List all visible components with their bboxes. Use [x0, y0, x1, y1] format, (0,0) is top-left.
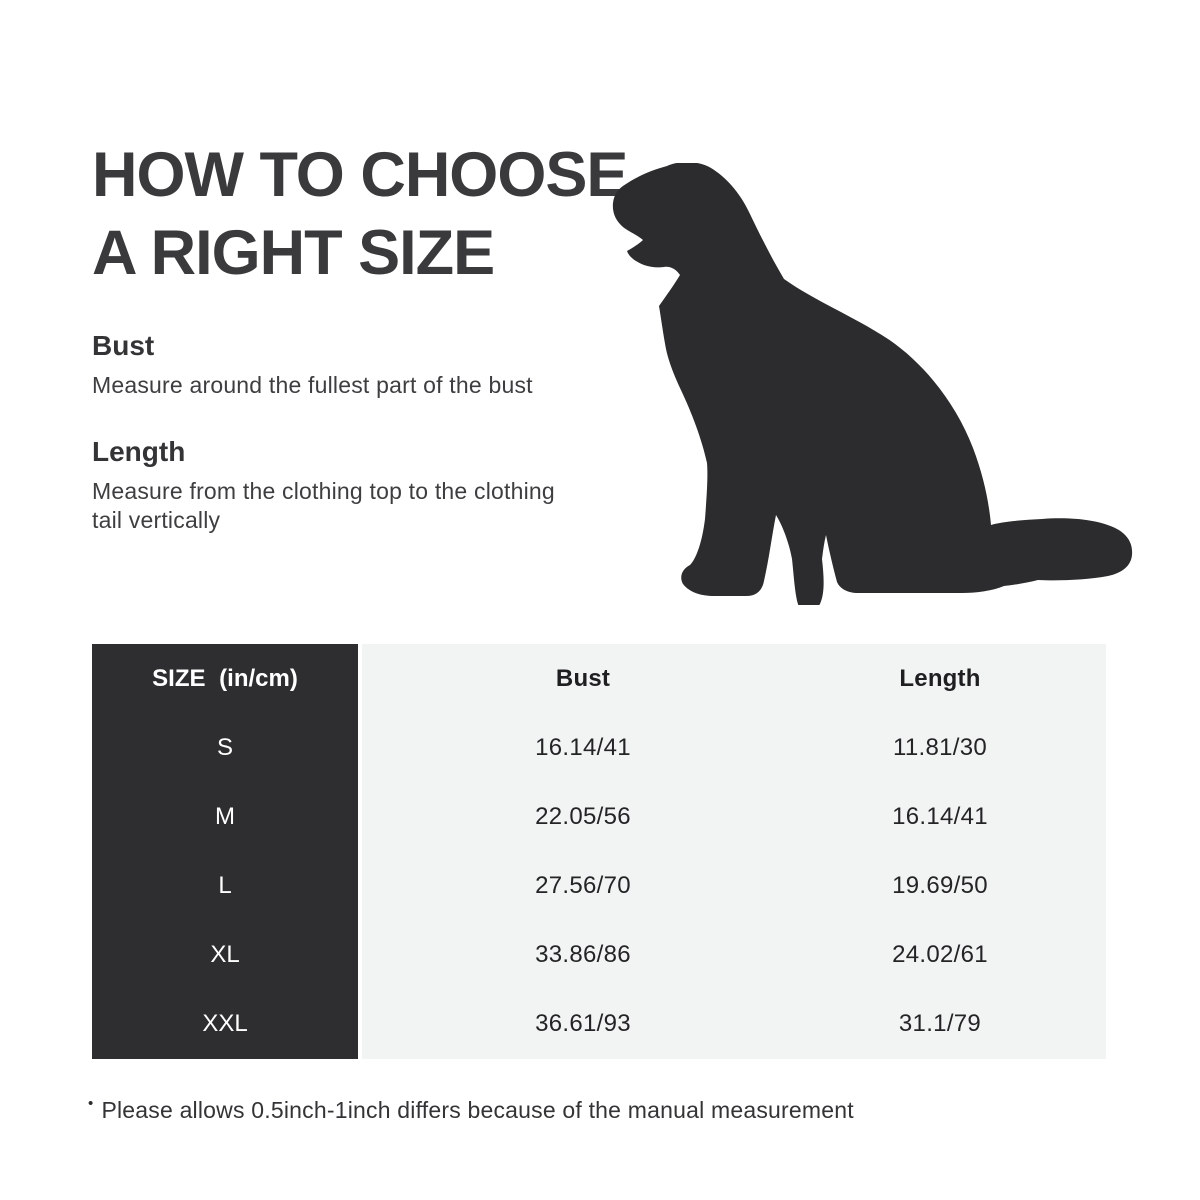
size-cell: S: [92, 713, 362, 783]
size-cell: XXL: [92, 989, 362, 1060]
size-table: SIZE (in/cm) Bust Length S 16.14/41 11.8…: [92, 644, 1106, 1060]
table-row-s: S 16.14/41 11.81/30: [92, 713, 1106, 783]
length-heading: Length: [92, 436, 186, 467]
table-row-l: L 27.56/70 19.69/50: [92, 851, 1106, 921]
page-title: HOW TO CHOOSE A RIGHT SIZE: [92, 136, 628, 292]
footnote-bullet: •: [88, 1095, 94, 1112]
bust-heading: Bust: [92, 330, 155, 361]
bust-value-cell: 36.61/93: [362, 989, 749, 1060]
bust-description: Measure around the fullest part of the b…: [92, 372, 533, 398]
length-value-cell: 31.1/79: [749, 989, 1106, 1060]
size-unit-header-cell: SIZE (in/cm): [92, 644, 362, 714]
length-description: Measure from the clothing top to the clo…: [92, 478, 555, 533]
bust-value-cell: 33.86/86: [362, 920, 749, 990]
sitting-dog-silhouette-icon: [612, 163, 1133, 605]
bust-value-cell: 22.05/56: [362, 782, 749, 852]
title-line-1: HOW TO CHOOSE: [92, 140, 628, 211]
table-row-xxl: XXL 36.61/93 31.1/79: [92, 989, 1106, 1060]
footnote-text: Please allows 0.5inch-1inch differs beca…: [101, 1097, 854, 1123]
size-cell: XL: [92, 920, 362, 990]
bust-value-cell: 27.56/70: [362, 851, 749, 921]
length-column-header: Length: [749, 644, 1106, 714]
bust-value-cell: 16.14/41: [362, 713, 749, 783]
length-value-cell: 19.69/50: [749, 851, 1106, 921]
length-value-cell: 24.02/61: [749, 920, 1106, 990]
size-table-header-row: SIZE (in/cm) Bust Length: [92, 644, 1106, 714]
size-cell: M: [92, 782, 362, 852]
length-instruction-section: Length Measure from the clothing top to …: [92, 436, 562, 535]
title-line-2: A RIGHT SIZE: [92, 218, 495, 289]
size-cell: L: [92, 851, 362, 921]
bust-column-header: Bust: [362, 644, 749, 714]
table-row-xl: XL 33.86/86 24.02/61: [92, 920, 1106, 990]
table-row-m: M 22.05/56 16.14/41: [92, 782, 1106, 852]
footnote: • Please allows 0.5inch-1inch differs bec…: [88, 1095, 854, 1124]
bust-instruction-section: Bust Measure around the fullest part of …: [92, 330, 632, 400]
length-value-cell: 11.81/30: [749, 713, 1106, 783]
length-value-cell: 16.14/41: [749, 782, 1106, 852]
